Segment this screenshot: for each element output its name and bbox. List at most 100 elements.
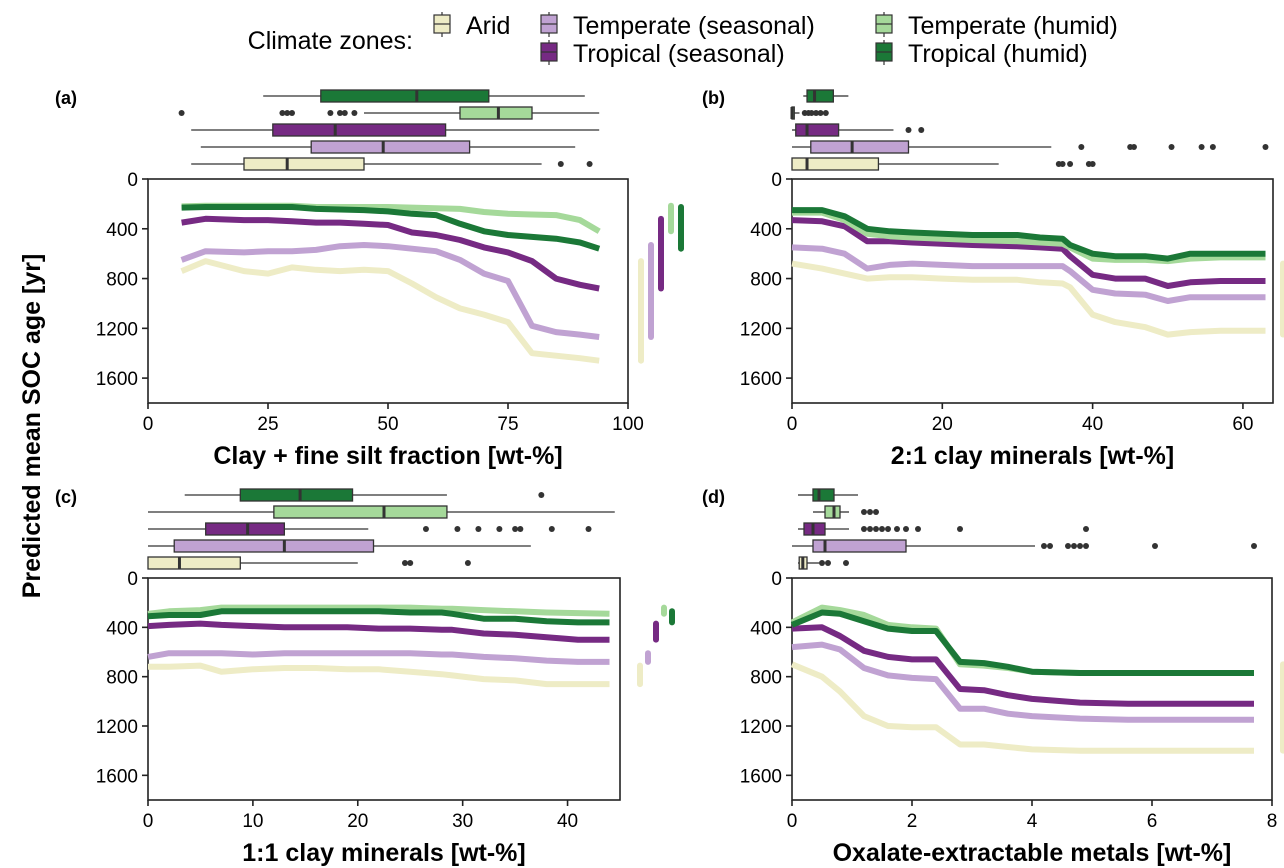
boxplot-outlier [894, 526, 900, 532]
x-tick-label: 50 [377, 414, 398, 435]
boxplot-outlier [885, 526, 891, 532]
y-tick-label: 0 [771, 569, 782, 590]
boxplots [790, 89, 1269, 171]
boxplot-outlier [1083, 526, 1089, 532]
legend-label: Arid [466, 12, 510, 40]
x-tick-label: 0 [787, 414, 798, 435]
boxplot-outlier [422, 526, 429, 532]
boxplot-box [272, 123, 447, 137]
x-tick-label: 30 [452, 811, 473, 832]
boxplot-outlier [825, 560, 831, 566]
y-tick-label: 800 [106, 270, 138, 291]
boxplot-box [806, 89, 834, 103]
y-tick-label: 1200 [96, 717, 138, 738]
x-tick-label: 40 [557, 811, 578, 832]
series-lines [147, 604, 610, 688]
boxplot-box [795, 123, 840, 137]
x-tick-label: 20 [932, 414, 953, 435]
boxplot-outlier [284, 110, 291, 116]
legend-entry-tropical-seasonal: Tropical (seasonal) [540, 40, 785, 68]
y-tick-label: 400 [750, 220, 782, 241]
boxplot-box [810, 140, 910, 154]
boxplot-outlier [1198, 144, 1205, 150]
boxplot-outlier [475, 526, 482, 532]
legend-label: Tropical (seasonal) [573, 40, 785, 68]
boxplot-outlier [538, 492, 545, 498]
x-axis-label: Clay + fine silt fraction [wt-%] [213, 442, 562, 470]
boxplot-arid [147, 556, 471, 570]
boxplot-outlier [1067, 161, 1074, 167]
series-line-tropical-seasonal [181, 215, 600, 292]
x-tick-label: 75 [497, 414, 518, 435]
y-tick-label: 800 [106, 668, 138, 689]
legend-label: Temperate (seasonal) [573, 12, 815, 40]
boxplot-outlier [1262, 144, 1269, 150]
boxplot-outlier [873, 509, 879, 515]
boxplot-outlier [1047, 543, 1053, 549]
boxplot-outlier [341, 110, 348, 116]
boxplot-outlier [1071, 543, 1077, 549]
panel-c: (c) 0 400 800 1200 1600 0 10 20 30 40 1:1 clay mine… [55, 487, 675, 867]
series-line-tropical-seasonal [147, 620, 610, 643]
y-tick-label: 400 [106, 618, 138, 639]
y-axis: 0 400 800 1200 1600 [740, 569, 792, 787]
boxplot-box [320, 89, 490, 103]
series-line-temperate-seasonal [791, 244, 1266, 304]
boxplot-outlier [454, 526, 461, 532]
boxplot-outlier [512, 526, 519, 532]
panel-a: (a) 0 400 800 1200 1600 0 25 50 75 100 Clay + fine … [55, 88, 684, 470]
x-tick-label: 0 [143, 811, 154, 832]
y-axis: 0 400 800 1200 1600 [740, 170, 792, 390]
boxplot-temperate-seasonal [200, 140, 576, 154]
boxplot-outlier [1078, 144, 1085, 150]
x-axis-label: 1:1 clay minerals [wt-%] [242, 839, 525, 867]
legend-entry-tropical-humid: Tropical (humid) [875, 40, 1088, 68]
boxplots [792, 488, 1257, 570]
boxplot-outlier [873, 526, 879, 532]
series-lines [791, 207, 1266, 338]
series-lines [790, 604, 1254, 754]
series-line-tropical-humid [181, 204, 601, 252]
boxplot-outlier [1168, 144, 1175, 150]
shared-y-axis-label: Predicted mean SOC age [yr] [18, 254, 46, 599]
x-tick-label: 8 [1267, 811, 1278, 832]
x-axis-label: Oxalate-extractable metals [wt-%] [833, 839, 1232, 867]
boxplot-outlier [957, 526, 963, 532]
panel-b: (b) 0 400 800 1200 1600 0 20 40 60 2:1 clay minera… [702, 88, 1284, 470]
series-line-arid [790, 661, 1254, 754]
series-line-temperate-humid [792, 209, 1266, 265]
series-line-tropical-humid [790, 609, 1254, 676]
boxplot-outlier [1077, 543, 1083, 549]
panel-label: (d) [702, 487, 725, 507]
y-tick-label: 1600 [96, 766, 138, 787]
x-axis: 0 2 4 6 8 [787, 800, 1278, 832]
boxplot-outlier [903, 526, 909, 532]
boxplot-arid [798, 556, 849, 570]
boxplot-outlier [867, 526, 873, 532]
boxplot-outlier [557, 161, 564, 167]
boxplot-temperate-humid [178, 106, 600, 120]
boxplot-outlier [867, 509, 873, 515]
boxplot-outlier [585, 526, 592, 532]
boxplots [178, 89, 600, 171]
axes-frame [147, 577, 621, 801]
boxplot-temperate-seasonal [792, 539, 1257, 553]
boxplots [147, 488, 615, 570]
y-tick-label: 1200 [96, 319, 138, 340]
boxplot-outlier [401, 560, 408, 566]
boxplot-box [173, 539, 375, 553]
boxplot-temperate-seasonal [148, 539, 531, 553]
series-line-tropical-humid [792, 207, 1266, 262]
series-line-tropical-seasonal [791, 624, 1254, 707]
boxplot-box [459, 106, 533, 120]
series-line-arid [791, 260, 1266, 338]
boxplot-outlier [586, 161, 593, 167]
panel-d: (d) 0 400 800 1200 1600 0 2 4 6 8 Oxalate-extractab… [702, 487, 1284, 867]
boxplot-arid [191, 157, 593, 171]
y-tick-label: 1200 [740, 319, 782, 340]
boxplot-outlier [1251, 543, 1257, 549]
boxplot-temperate-humid [790, 106, 829, 120]
series-line-temperate-seasonal [180, 242, 600, 340]
x-tick-label: 60 [1232, 414, 1253, 435]
